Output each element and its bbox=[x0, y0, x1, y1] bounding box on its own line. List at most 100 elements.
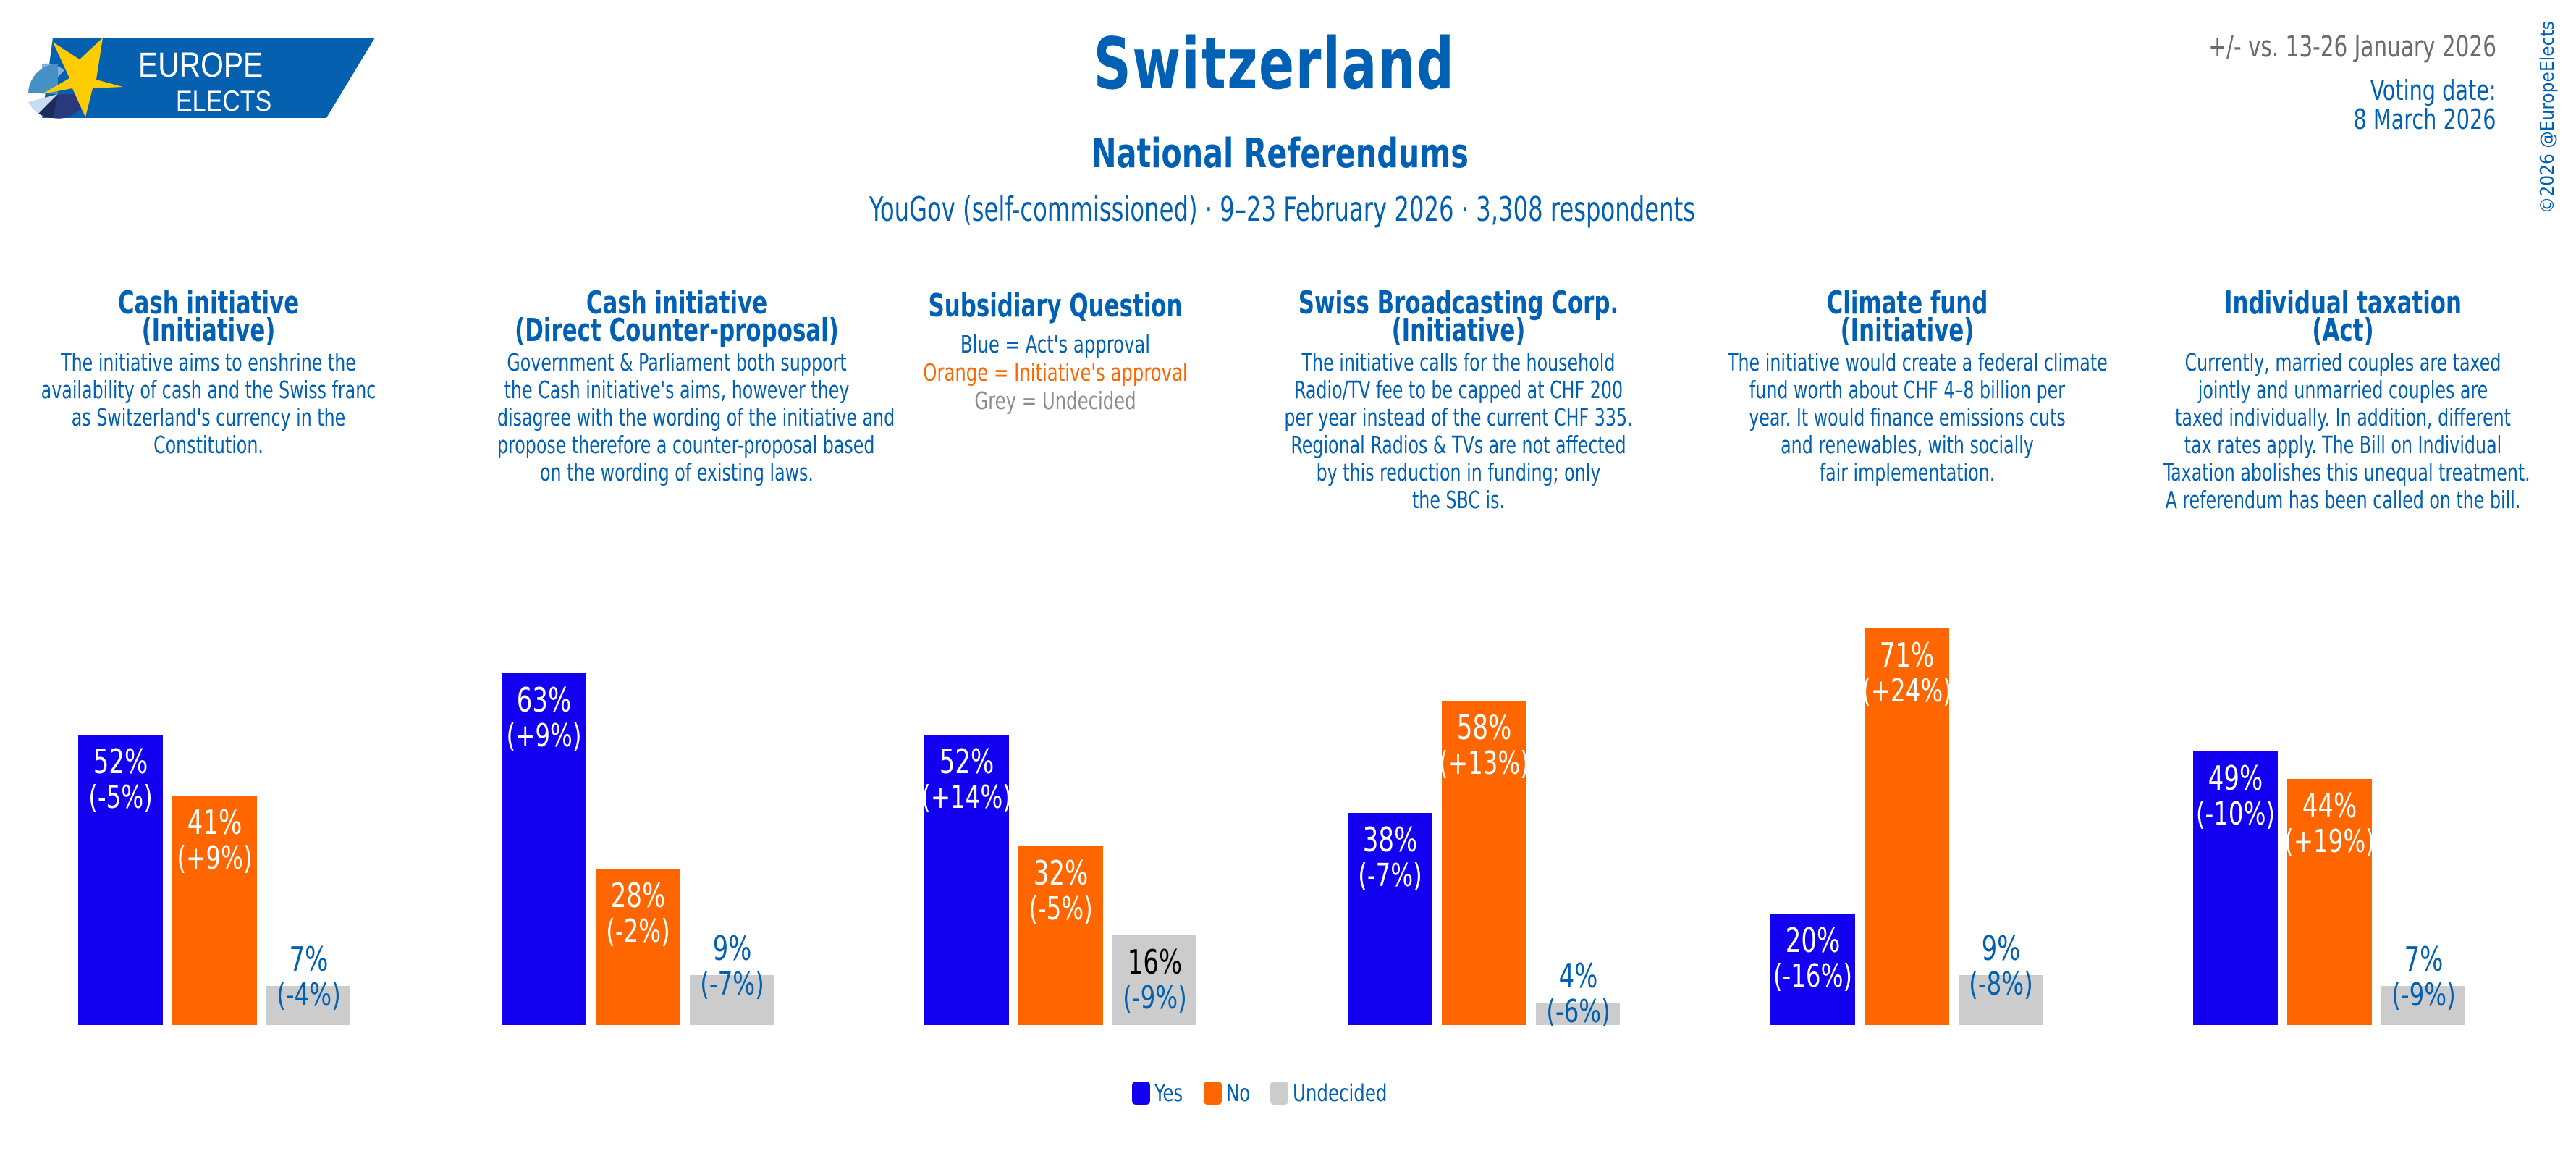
column-cash-counter-proposal: Cash initiative (Direct Counter-proposal… bbox=[452, 284, 901, 486]
column-swiss-broadcasting: Swiss Broadcasting Corp. (Initiative) Th… bbox=[1234, 284, 1683, 514]
column-title-line: Climate fund bbox=[1826, 284, 1988, 321]
column-title-line: (Act) bbox=[2312, 312, 2374, 349]
bar-change-label: (+19%) bbox=[2284, 823, 2375, 861]
bar-change-label: (+24%) bbox=[1862, 672, 1952, 709]
legend-swatch-no bbox=[1204, 1082, 1222, 1105]
page-title: Switzerland bbox=[1093, 23, 1456, 106]
bar-change-label: (-10%) bbox=[2195, 795, 2276, 832]
bar-change-label: (-2%) bbox=[606, 912, 670, 950]
description-line: The initiative calls for the household bbox=[1301, 348, 1616, 376]
subsidiary-key: Blue = Act's approval Orange = Initiativ… bbox=[831, 330, 1280, 415]
bar-change-label: (+9%) bbox=[506, 717, 582, 754]
column-title-line: Individual taxation bbox=[2224, 284, 2462, 321]
bar-value-label: 28% bbox=[610, 875, 666, 915]
description-line: Taxation abolishes this unequal treatmen… bbox=[2163, 458, 2530, 486]
bar-undecided bbox=[690, 974, 774, 1025]
column-title-line: (Initiative) bbox=[1391, 312, 1526, 349]
key-blue: Blue = Act's approval bbox=[960, 330, 1151, 358]
bar-no bbox=[172, 796, 257, 1025]
bar-label-no: 58% (+13%) bbox=[1437, 709, 1531, 782]
legend-label-undecided: Undecided bbox=[1293, 1079, 1388, 1107]
bar-label-undecided: 4% (-6%) bbox=[1532, 958, 1625, 1030]
copyright-text: ©2026 @EuropeElects bbox=[2537, 21, 2559, 214]
logo-text-elects: ELECTS bbox=[176, 84, 271, 117]
bar-value-label: 52% bbox=[939, 741, 994, 781]
description-line: tax rates apply. The Bill on Individual bbox=[2184, 431, 2502, 459]
description-line: A referendum has been called on the bill… bbox=[2165, 486, 2521, 514]
bar-label-no: 44% (+19%) bbox=[2283, 788, 2376, 860]
bar-label-no: 41% (+9%) bbox=[168, 804, 261, 877]
bar-label-undecided: 7% (-9%) bbox=[2377, 941, 2470, 1013]
bar-value-label: 7% bbox=[289, 939, 329, 979]
description-line: as Switzerland's currency in the bbox=[71, 403, 346, 431]
bar-label-undecided: 9% (-7%) bbox=[685, 930, 779, 1003]
bar-no bbox=[1865, 628, 1949, 1025]
column-title-line: Swiss Broadcasting Corp. bbox=[1298, 284, 1619, 321]
bar-label-yes: 20% (-16%) bbox=[1766, 922, 1859, 995]
bar-label-no: 28% (-2%) bbox=[591, 877, 685, 950]
bar-change-label: (-9%) bbox=[1123, 979, 1187, 1017]
bar-yes bbox=[1348, 812, 1432, 1025]
europe-elects-logo: EUROPE ELECTS bbox=[28, 38, 375, 119]
description-line: Regional Radios & TVs are not affected bbox=[1291, 431, 1626, 459]
bar-undecided bbox=[1536, 1003, 1620, 1025]
bar-undecided bbox=[266, 985, 350, 1025]
bar-change-label: (+13%) bbox=[1439, 745, 1529, 783]
column-title: Cash initiative (Direct Counter-proposal… bbox=[502, 284, 852, 347]
description-line: fair implementation. bbox=[1819, 458, 1996, 486]
bar-value-label: 20% bbox=[1785, 920, 1841, 960]
column-title-line: Cash initiative bbox=[586, 284, 768, 321]
column-individual-taxation: Individual taxation (Act) Currently, mar… bbox=[2119, 284, 2567, 514]
description-line: Radio/TV fee to be capped at CHF 200 bbox=[1293, 376, 1623, 404]
logo-pie-icon bbox=[28, 63, 88, 119]
comparison-note: +/- vs. 13-26 January 2026 bbox=[2208, 30, 2496, 64]
description-line: The initiative aims to enshrine the bbox=[61, 348, 356, 376]
bar-value-label: 58% bbox=[1456, 708, 1512, 748]
legend-label-no: No bbox=[1226, 1079, 1251, 1107]
bar-label-yes: 49% (-10%) bbox=[2189, 760, 2282, 832]
bar-label-yes: 38% (-7%) bbox=[1343, 822, 1437, 894]
bar-value-label: 7% bbox=[2404, 939, 2444, 979]
star-icon bbox=[42, 38, 123, 117]
bar-value-label: 16% bbox=[1127, 943, 1183, 982]
description-line: propose therefore a counter-proposal bas… bbox=[497, 431, 875, 459]
key-grey: Grey = Undecided bbox=[974, 387, 1136, 415]
column-title: Swiss Broadcasting Corp. (Initiative) bbox=[1283, 284, 1634, 349]
column-description: The initiative would create a federal cl… bbox=[1728, 348, 2108, 486]
bar-label-no: 32% (-5%) bbox=[1014, 855, 1107, 927]
bar-value-label: 44% bbox=[2302, 786, 2357, 826]
description-line: and renewables, with socially bbox=[1781, 431, 2034, 459]
description-line: The initiative would create a federal cl… bbox=[1728, 348, 2108, 376]
bar-undecided bbox=[2381, 985, 2465, 1025]
legend-swatch-yes bbox=[1132, 1082, 1150, 1105]
bar-value-label: 71% bbox=[1879, 635, 1935, 675]
bar-yes bbox=[924, 734, 1009, 1025]
column-description: Currently, married couples are taxed joi… bbox=[2163, 349, 2530, 514]
bar-label-yes: 52% (-5%) bbox=[74, 743, 167, 816]
column-climate-fund: Climate fund (Initiative) The initiative… bbox=[1683, 284, 2132, 486]
bar-change-label: (-5%) bbox=[88, 778, 153, 816]
bar-no bbox=[1442, 701, 1526, 1025]
bar-change-label: (-4%) bbox=[276, 976, 341, 1013]
description-line: availability of cash and the Swiss franc bbox=[41, 376, 376, 404]
description-line: year. It would finance emissions cuts bbox=[1749, 403, 2066, 431]
description-line: disagree with the wording of the initiat… bbox=[497, 403, 895, 431]
bar-label-undecided: 9% (-8%) bbox=[1954, 930, 2048, 1003]
poll-info: YouGov (self-commissioned) · 9–23 Februa… bbox=[869, 190, 1696, 229]
bar-change-label: (-8%) bbox=[1969, 965, 2033, 1003]
logo-text-europe: EUROPE bbox=[138, 46, 263, 85]
column-title: Subsidiary Question bbox=[880, 287, 1230, 324]
column-title-line: Subsidiary Question bbox=[928, 287, 1183, 324]
bar-value-label: 9% bbox=[1981, 928, 2021, 968]
bar-yes bbox=[502, 673, 586, 1025]
bar-change-label: (-6%) bbox=[1546, 993, 1610, 1031]
bar-value-label: 38% bbox=[1362, 819, 1418, 859]
column-subsidiary-question: Subsidiary Question Blue = Act's approva… bbox=[831, 287, 1280, 416]
voting-date-block: Voting date: 8 March 2026 bbox=[2354, 76, 2496, 134]
bar-label-no: 71% (+24%) bbox=[1860, 637, 1954, 709]
column-description: The initiative aims to enshrine the avai… bbox=[29, 349, 388, 459]
bar-value-label: 41% bbox=[187, 803, 242, 843]
bar-undecided bbox=[1959, 974, 2043, 1025]
bar-change-label: (-9%) bbox=[2391, 976, 2456, 1013]
description-line: the Cash initiative's aims, however they bbox=[504, 376, 850, 404]
